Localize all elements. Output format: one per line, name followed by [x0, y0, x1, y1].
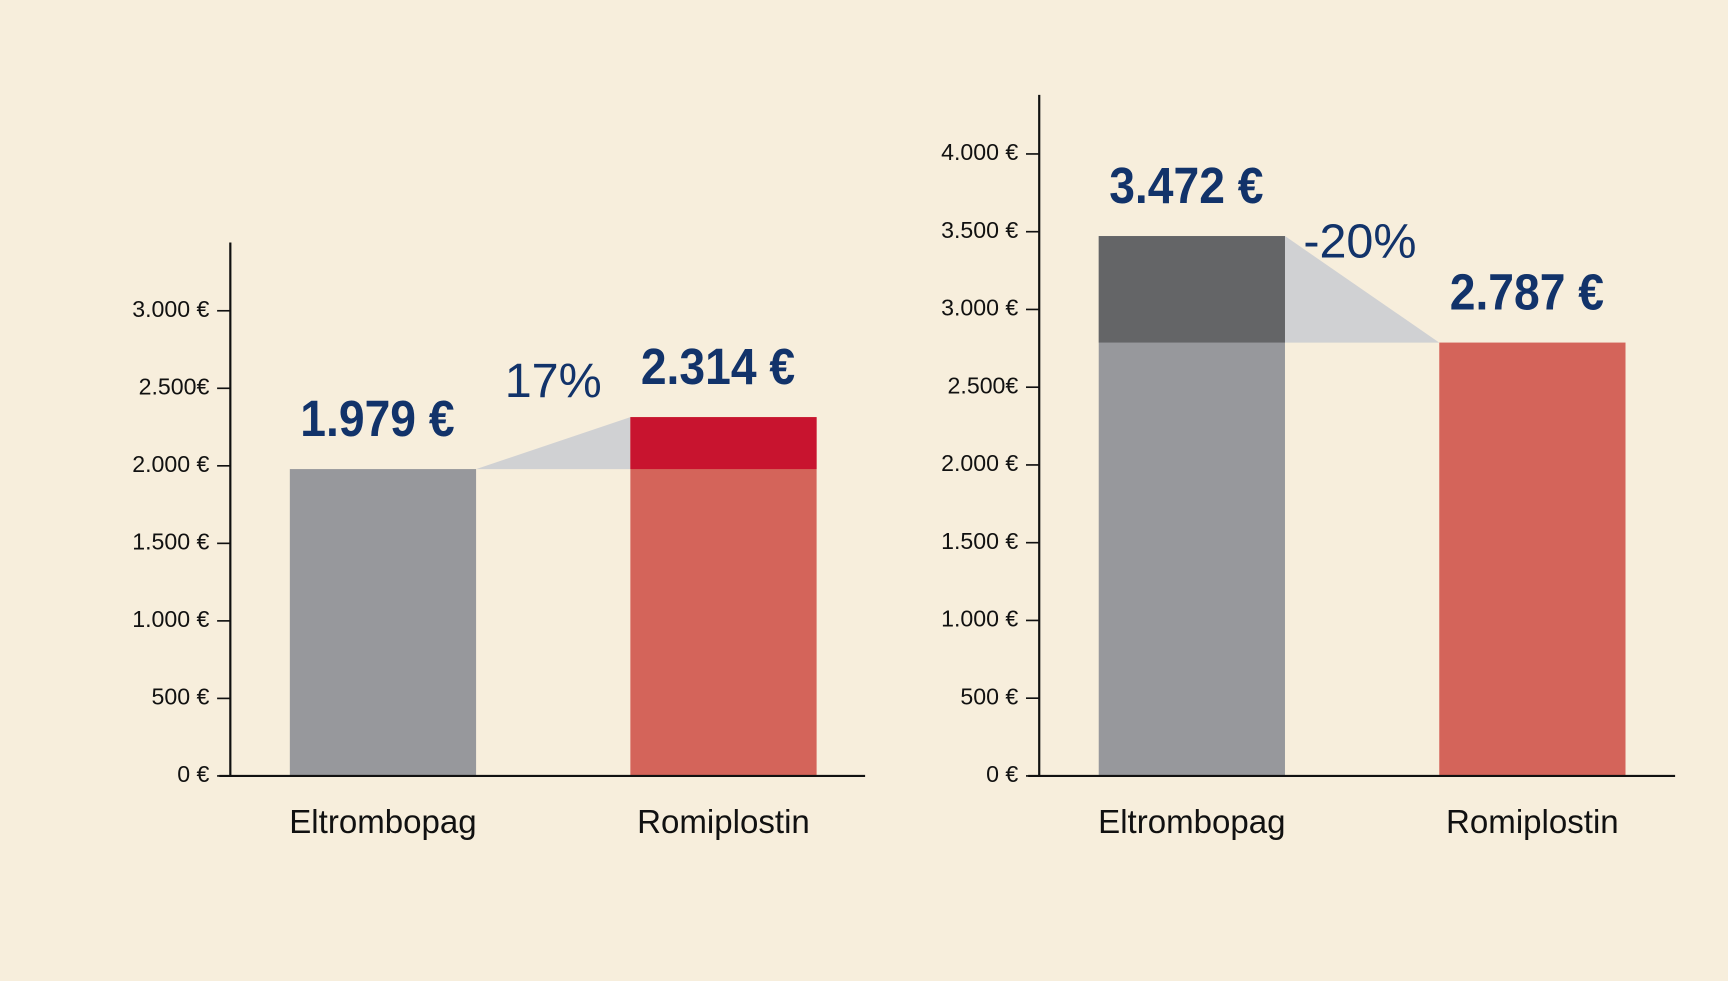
annotation: 17%: [505, 354, 602, 408]
value-label: 2.314 €: [641, 338, 795, 395]
x-tick-label: Romiplostin: [1446, 804, 1619, 841]
y-tick-label: 2.000 €: [132, 451, 209, 477]
annotation: -20%: [1303, 215, 1416, 269]
y-tick-label: 3.000 €: [132, 296, 209, 322]
y-tick-label: 500 €: [152, 684, 210, 710]
connector: [1284, 236, 1440, 343]
x-tick-label: Eltrombopag: [289, 804, 476, 841]
x-tick-label: Romiplostin: [637, 804, 810, 841]
bar: [1439, 342, 1626, 776]
difference-segment: [1098, 236, 1285, 343]
y-tick-label: 0 €: [177, 761, 209, 787]
bar: [289, 469, 477, 776]
value-label: 3.472 €: [1109, 157, 1263, 214]
value-label: 1.979 €: [300, 390, 454, 447]
y-tick-label: 3.000 €: [941, 295, 1018, 321]
y-tick-label: 1.000 €: [132, 606, 209, 632]
y-tick-label: 2.500€: [948, 372, 1019, 398]
y-tick-label: 1.500 €: [132, 528, 209, 554]
difference-segment: [630, 417, 817, 470]
y-tick-label: 0 €: [986, 761, 1018, 787]
y-tick-label: 1.000 €: [941, 606, 1018, 632]
y-tick-label: 2.500€: [139, 373, 210, 399]
y-tick-label: 1.500 €: [941, 528, 1018, 554]
value-label: 2.787 €: [1450, 264, 1604, 321]
y-tick-label: 3.500 €: [941, 217, 1018, 243]
y-tick-label: 500 €: [960, 683, 1018, 709]
y-tick-label: 4.000 €: [941, 139, 1018, 165]
x-tick-label: Eltrombopag: [1098, 804, 1285, 841]
y-tick-label: 2.000 €: [941, 450, 1018, 476]
bar: [630, 417, 817, 776]
